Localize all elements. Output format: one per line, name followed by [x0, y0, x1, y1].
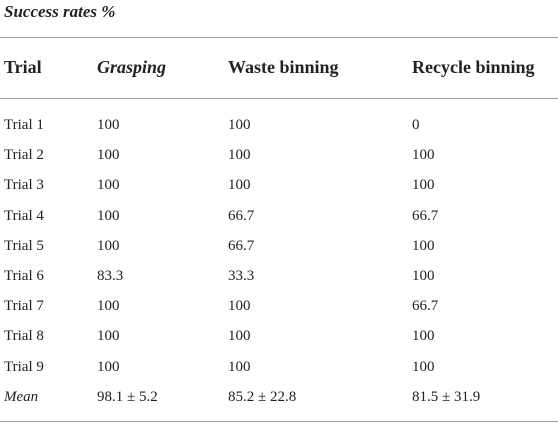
table-cell: 100 — [97, 298, 120, 315]
table-title: Success rates % — [4, 2, 116, 21]
table-cell: 66.7 — [412, 298, 439, 315]
table-cell: Trial 6 — [4, 268, 44, 284]
table-cell: Trial 2 — [4, 147, 44, 164]
table-cell: 100 — [228, 328, 251, 345]
table-cell: Trial 7 — [4, 298, 44, 315]
table-cell: 100 — [228, 147, 251, 164]
table-cell: 66.7 — [228, 207, 255, 224]
table-cell: 100 — [228, 117, 251, 133]
table-cell: 33.3 — [228, 268, 255, 284]
table-cell: 100 — [97, 117, 120, 133]
table-cell: 100 — [97, 207, 120, 224]
table-cell: 100 — [412, 328, 435, 345]
rule — [0, 37, 558, 38]
table-cell: 85.2 ± 22.8 — [228, 388, 297, 405]
table-cell: 98.1 ± 5.2 — [97, 388, 158, 405]
rule — [0, 98, 558, 99]
table-cell: Trial 3 — [4, 177, 44, 194]
table-cell: 100 — [97, 237, 120, 254]
table-cell: 100 — [412, 177, 435, 194]
table-cell: 100 — [412, 358, 435, 375]
table-cell: Trial 5 — [4, 237, 44, 254]
header-cell: Trial — [4, 57, 42, 77]
header-cell: Waste binning — [228, 57, 339, 77]
table-cell: 100 — [97, 328, 120, 345]
table-cell: 100 — [412, 237, 435, 254]
table-cell: 100 — [412, 147, 435, 164]
table-cell: 81.5 ± 31.9 — [412, 388, 481, 405]
table-cell: 83.3 — [97, 268, 124, 284]
table-cell: 100 — [97, 358, 120, 375]
table-cell: 100 — [412, 268, 435, 284]
table-cell: 66.7 — [412, 207, 439, 224]
table-cell: Trial 8 — [4, 328, 44, 345]
table-cell: 100 — [97, 177, 120, 194]
table-cell: 100 — [228, 298, 251, 315]
table-cell: 100 — [228, 177, 251, 194]
table-cell: 100 — [228, 358, 251, 375]
header-cell: Grasping — [97, 57, 167, 77]
header-cell: Recycle binning — [412, 57, 535, 77]
table-cell: Trial 9 — [4, 358, 44, 375]
table-cell: Mean — [4, 388, 39, 405]
rule — [0, 421, 558, 422]
table-cell: 0 — [412, 117, 420, 133]
table-cell: Trial 1 — [4, 117, 44, 133]
table-cell: 100 — [97, 147, 120, 164]
table-cell: 66.7 — [228, 237, 255, 254]
table-cell: Trial 4 — [4, 207, 44, 224]
